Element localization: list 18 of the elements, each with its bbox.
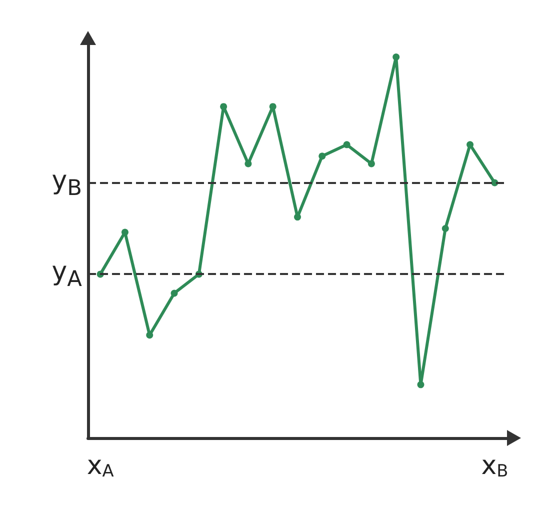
point xyxy=(294,214,301,221)
point xyxy=(244,160,252,168)
ref-line-label: y$_{B}$ xyxy=(52,166,82,203)
point xyxy=(170,290,178,297)
point xyxy=(442,224,449,232)
ref-line-label: y$_{A}$ xyxy=(52,257,82,294)
point xyxy=(220,103,228,110)
point xyxy=(392,54,400,61)
point xyxy=(318,152,326,160)
x-tick-label: xB xyxy=(481,451,508,482)
x-tick-label: xA xyxy=(86,451,114,482)
point xyxy=(121,228,128,236)
point xyxy=(343,141,350,148)
point xyxy=(368,160,375,168)
point xyxy=(269,103,276,110)
point xyxy=(466,141,474,148)
point xyxy=(146,332,154,339)
point xyxy=(417,381,424,388)
